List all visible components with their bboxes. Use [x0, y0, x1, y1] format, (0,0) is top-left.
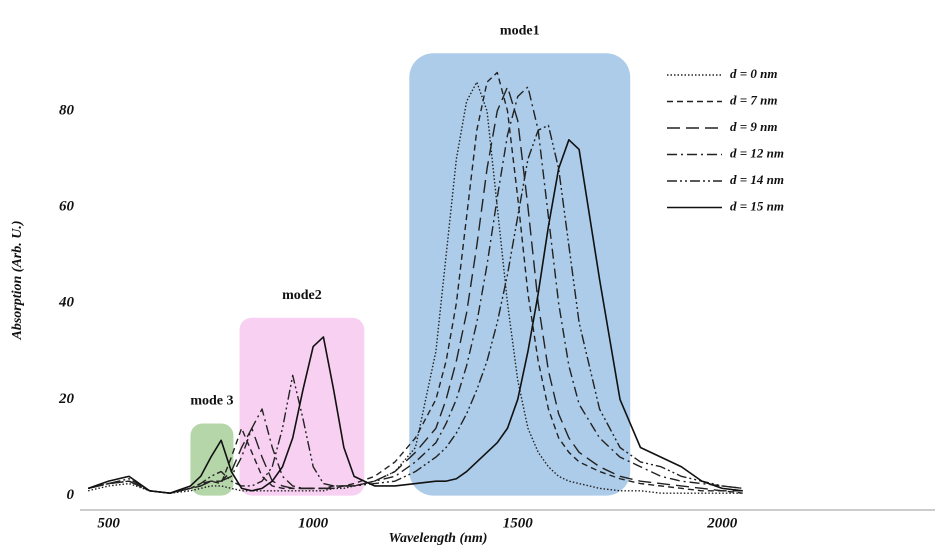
mode-region	[239, 317, 365, 496]
y-tick-label: 60	[59, 199, 75, 215]
mode-region	[190, 423, 234, 496]
y-tick-label: 0	[67, 487, 75, 503]
legend-label: d = 9 nm	[730, 119, 778, 134]
legend-label: d = 7 nm	[730, 92, 778, 107]
series-line	[88, 124, 743, 494]
x-tick-label: 2000	[706, 515, 738, 531]
series-line	[87, 139, 743, 494]
x-tick-label: 1500	[503, 515, 534, 531]
x-tick-label: 500	[97, 515, 120, 531]
y-tick-label: 40	[58, 295, 75, 311]
x-axis-title: Wavelength (nm)	[389, 531, 488, 546]
mode-label: mode2	[282, 288, 322, 303]
legend-label: d = 14 nm	[730, 172, 784, 187]
legend-label: d = 15 nm	[730, 198, 784, 213]
series-line	[88, 86, 743, 494]
legend-label: d = 0 nm	[730, 66, 778, 81]
mode-label: mode1	[500, 23, 540, 38]
x-tick-label: 1000	[298, 515, 329, 531]
legend-label: d = 12 nm	[730, 145, 784, 160]
series-line	[88, 81, 743, 494]
series-line	[88, 71, 743, 494]
mode-label: mode 3	[190, 394, 233, 409]
series-line	[88, 86, 743, 494]
y-tick-label: 80	[59, 102, 75, 118]
y-tick-label: 20	[58, 391, 75, 407]
mode-region	[409, 53, 631, 496]
y-axis-title: Absorption (Arb. U.)	[10, 220, 25, 340]
